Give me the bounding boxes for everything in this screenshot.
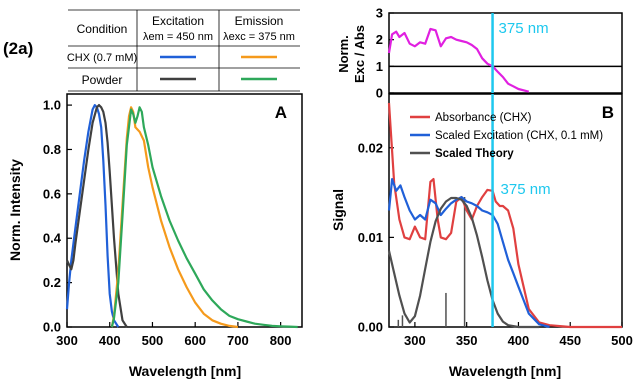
legend-label-absorbance: Absorbance (CHX) <box>435 112 532 124</box>
panel-a: A 300 400 500 600 700 800 0.00.20.40.60.81.0 … <box>7 93 303 379</box>
x-tick-label: 400 <box>508 333 530 348</box>
y-tick-label: 1 <box>376 59 383 74</box>
panel-ratio-series <box>387 13 622 93</box>
y-tick-label: 0 <box>376 86 383 101</box>
y-tick-label: 0.01 <box>358 230 383 245</box>
legend-table: Condition Excitation λem = 450 nm Emissi… <box>67 9 300 92</box>
y-tick-label: 0.02 <box>358 140 383 155</box>
table-header-condition: Condition <box>77 22 128 36</box>
x-tick-label: 500 <box>142 333 164 348</box>
table-header-excitation: Excitation <box>152 14 204 28</box>
series-chx-emission <box>110 106 239 329</box>
x-tick-label: 450 <box>559 333 581 348</box>
series-chx-excitation <box>65 103 120 328</box>
x-tick-label: 800 <box>270 333 292 348</box>
series-exc-abs-ratio <box>387 27 530 93</box>
panel-b-x-ticks: 300 350 400 450 500 <box>404 322 633 348</box>
panel-b-frame <box>388 93 623 328</box>
panel-ratio-y-label-line2: Exc / Abs <box>352 25 367 83</box>
series-powder-excitation <box>66 103 128 328</box>
panel-a-frame <box>66 93 303 328</box>
panel-b-marker-label: 375 nm <box>501 181 551 198</box>
panel-ratio-y-label-line1: Norm. <box>336 35 351 73</box>
panel-b-series <box>387 94 622 329</box>
panel-b-legend: Absorbance (CHX) Scaled Excitation (CHX,… <box>410 112 603 160</box>
y-tick-label: 0.0 <box>43 320 61 335</box>
panel-a-y-axis-label: Norm. Intensity <box>7 159 23 261</box>
x-tick-label: 300 <box>56 333 78 348</box>
legend-label-excitation: Scaled Excitation (CHX, 0.1 mM) <box>435 130 603 142</box>
table-row-powder-label: Powder <box>82 73 123 87</box>
panel-b-label: B <box>602 103 614 122</box>
y-tick-label: 0.4 <box>43 231 62 246</box>
panel-b-y-ticks: 0.00 0.01 0.02 <box>358 140 394 335</box>
panel-a-x-axis-label: Wavelength [nm] <box>129 363 241 379</box>
x-tick-label: 600 <box>184 333 206 348</box>
series-powder-emission <box>110 106 298 329</box>
x-tick-label: 700 <box>227 333 249 348</box>
x-tick-label: 350 <box>456 333 478 348</box>
x-tick-label: 300 <box>404 333 426 348</box>
panel-ratio: 0 1 2 3 Norm. Exc / Abs 375 nm <box>336 6 623 101</box>
panel-b: B 300 350 400 450 500 0.00 0.01 0.02 375 nm Ab… <box>330 93 633 379</box>
panel-b-y-axis-label: Signal <box>330 189 346 231</box>
panel-a-series <box>65 103 298 329</box>
table-excitation-sub: λem = 450 nm <box>143 31 213 43</box>
y-tick-label: 3 <box>376 6 383 21</box>
table-emission-sub: λexc = 375 nm <box>223 31 295 43</box>
panel-a-x-ticks: 300 400 500 600 700 800 <box>56 322 291 348</box>
panel-a-label: A <box>275 103 287 122</box>
y-tick-label: 0.8 <box>43 142 61 157</box>
y-tick-label: 0.6 <box>43 186 61 201</box>
y-tick-label: 0.00 <box>358 320 383 335</box>
legend-label-theory: Scaled Theory <box>435 148 514 160</box>
y-tick-label: 0.2 <box>43 275 61 290</box>
x-tick-label: 400 <box>99 333 121 348</box>
series-scaled-theory <box>387 196 540 329</box>
figure-label: (2a) <box>3 39 33 58</box>
y-tick-label: 2 <box>376 32 383 47</box>
panel-b-x-axis-label: Wavelength [nm] <box>449 363 561 379</box>
series-scaled-excitation <box>387 178 550 329</box>
x-tick-label: 500 <box>611 333 633 348</box>
panel-ratio-y-ticks: 0 1 2 3 <box>376 6 394 101</box>
panel-ratio-marker-label: 375 nm <box>499 20 549 37</box>
panel-a-y-ticks: 0.0 0.2 0.4 0.6 0.8 1.0 <box>43 98 72 335</box>
table-row-chx-label: CHX (0.7 mM) <box>67 52 137 64</box>
table-header-emission: Emission <box>235 14 284 28</box>
y-tick-label: 1.0 <box>43 98 61 113</box>
